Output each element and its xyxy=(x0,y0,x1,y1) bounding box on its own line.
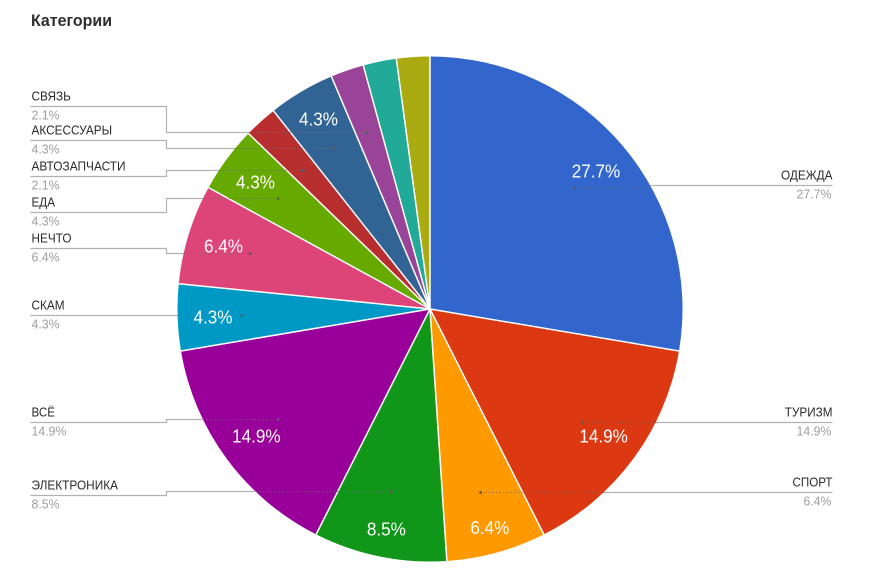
svg-text:4.3%: 4.3% xyxy=(32,316,61,331)
svg-text:ОДЕЖДА: ОДЕЖДА xyxy=(781,167,833,182)
svg-text:6.4%: 6.4% xyxy=(32,249,61,264)
svg-text:2.1%: 2.1% xyxy=(32,177,61,192)
svg-text:14.9%: 14.9% xyxy=(232,425,281,446)
svg-text:2.1%: 2.1% xyxy=(32,107,61,122)
svg-text:ТУРИЗМ: ТУРИЗМ xyxy=(785,404,833,419)
svg-text:НЕЧТО: НЕЧТО xyxy=(32,230,72,245)
svg-text:6.4%: 6.4% xyxy=(470,517,509,538)
svg-text:СВЯЗЬ: СВЯЗЬ xyxy=(32,88,71,103)
svg-text:АВТОЗАПЧАСТИ: АВТОЗАПЧАСТИ xyxy=(32,158,126,173)
svg-text:4.3%: 4.3% xyxy=(32,213,61,228)
svg-text:АКСЕССУАРЫ: АКСЕССУАРЫ xyxy=(32,122,113,137)
svg-text:СПОРТ: СПОРТ xyxy=(793,474,833,489)
svg-text:8.5%: 8.5% xyxy=(32,496,61,511)
svg-text:Категории: Категории xyxy=(31,12,112,30)
svg-text:14.9%: 14.9% xyxy=(32,423,67,438)
svg-text:6.4%: 6.4% xyxy=(204,235,243,256)
svg-text:4.3%: 4.3% xyxy=(299,108,338,129)
svg-text:14.9%: 14.9% xyxy=(579,425,628,446)
svg-text:ЕДА: ЕДА xyxy=(32,194,56,209)
svg-text:СКАМ: СКАМ xyxy=(32,297,65,312)
svg-text:8.5%: 8.5% xyxy=(367,519,406,540)
svg-text:14.9%: 14.9% xyxy=(797,423,832,438)
svg-text:27.7%: 27.7% xyxy=(797,186,832,201)
svg-text:27.7%: 27.7% xyxy=(572,161,621,182)
svg-text:4.3%: 4.3% xyxy=(194,306,233,327)
svg-text:ЭЛЕКТРОНИКА: ЭЛЕКТРОНИКА xyxy=(32,477,119,492)
svg-text:ВСЁ: ВСЁ xyxy=(32,404,56,419)
svg-text:6.4%: 6.4% xyxy=(803,493,832,508)
svg-text:4.3%: 4.3% xyxy=(32,141,61,156)
svg-text:4.3%: 4.3% xyxy=(236,171,275,192)
